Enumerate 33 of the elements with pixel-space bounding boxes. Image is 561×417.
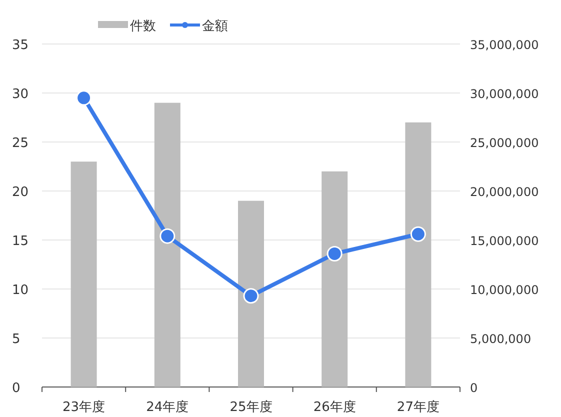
point xyxy=(76,90,92,106)
x-tick-label: 26年度 xyxy=(313,399,356,415)
y2-tick-label: 10,000,000 xyxy=(470,283,539,297)
bar xyxy=(70,162,97,387)
y2-tick-label: 15,000,000 xyxy=(470,234,539,248)
bar xyxy=(154,102,180,387)
y-tick-label: 30 xyxy=(12,87,29,102)
y2-tick-label: 0 xyxy=(470,381,478,395)
bar xyxy=(405,122,432,387)
y-tick-label: 10 xyxy=(12,283,29,298)
point xyxy=(160,228,176,244)
x-tick-label: 23年度 xyxy=(62,399,106,415)
x-tick-label: 25年度 xyxy=(230,399,272,415)
bar xyxy=(238,200,264,387)
x-tick-label: 24年度 xyxy=(146,399,189,415)
y-tick-label: 0 xyxy=(12,381,20,396)
point xyxy=(243,288,259,304)
y2-tick-label: 5,000,000 xyxy=(470,332,532,346)
point xyxy=(410,226,426,242)
y2-tick-label: 25,000,000 xyxy=(470,136,539,150)
x-tick-label: 27年度 xyxy=(396,399,440,415)
y-tick-label: 25 xyxy=(12,136,29,151)
y2-tick-label: 20,000,000 xyxy=(470,185,539,199)
legend-label: 金額 xyxy=(202,19,228,34)
y-tick-label: 20 xyxy=(12,185,29,200)
legend-label: 件数 xyxy=(130,19,156,34)
y-tick-label: 35 xyxy=(12,38,29,53)
y-tick-label: 5 xyxy=(12,332,20,347)
y2-tick-label: 30,000,000 xyxy=(470,87,539,101)
y2-tick-label: 35,000,000 xyxy=(470,38,539,52)
point xyxy=(326,246,342,262)
bar xyxy=(322,171,348,387)
y-tick-label: 15 xyxy=(12,234,29,249)
